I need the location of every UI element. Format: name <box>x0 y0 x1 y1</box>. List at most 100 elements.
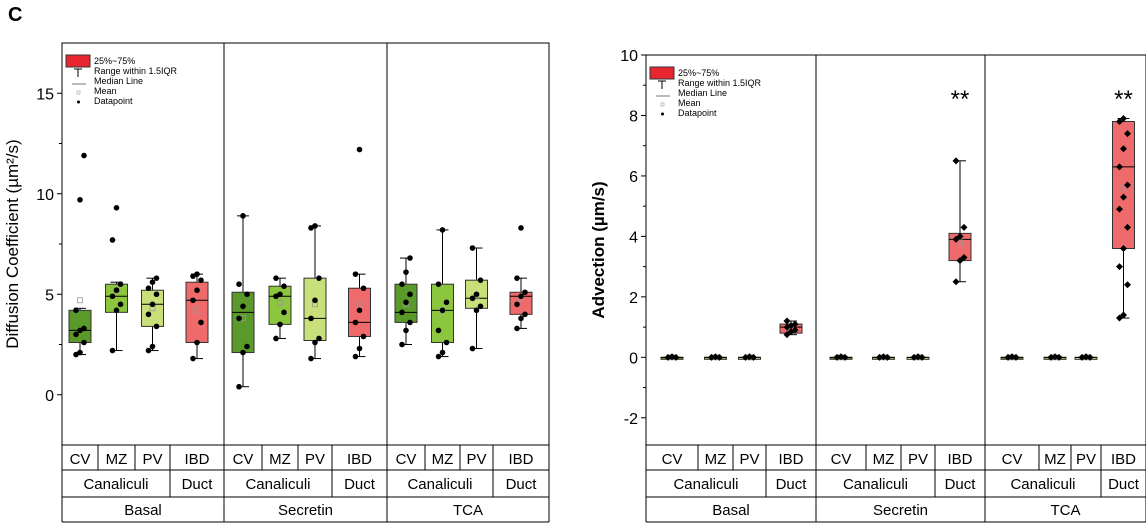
data-point <box>1124 223 1131 231</box>
data-point <box>403 299 409 306</box>
subgroup-label: Duct <box>506 476 538 493</box>
legend-box-swatch <box>65 54 91 68</box>
group-label: TCA <box>453 502 483 519</box>
data-point <box>783 317 791 325</box>
data-point <box>198 319 204 326</box>
group-label: Basal <box>712 502 750 519</box>
box-iqr <box>68 309 92 343</box>
data-point <box>77 196 83 203</box>
data-point <box>273 335 279 342</box>
data-point <box>236 281 242 288</box>
data-point <box>153 323 160 330</box>
category-label: PV <box>1076 451 1096 468</box>
data-point <box>407 291 413 298</box>
y-tick-label: 8 <box>629 108 638 125</box>
data-point <box>1120 145 1127 153</box>
data-point <box>960 223 968 231</box>
legend-label: 25%~75% <box>678 68 719 78</box>
category-label: IBD <box>508 451 533 468</box>
data-point <box>952 157 960 165</box>
data-point <box>1124 181 1131 189</box>
subgroup-label: Duct <box>1108 476 1140 493</box>
data-point <box>1120 193 1127 201</box>
category-label: CV <box>662 451 683 468</box>
category-label: MZ <box>269 451 291 468</box>
data-point <box>1086 353 1094 361</box>
data-point <box>352 319 359 326</box>
data-point <box>109 347 116 354</box>
data-point <box>352 353 359 360</box>
data-point <box>750 353 757 361</box>
data-point <box>716 353 723 361</box>
data-point <box>439 307 446 314</box>
mean-marker <box>1120 185 1127 191</box>
significance-marker: ** <box>951 86 970 113</box>
y-axis-label: Diffusion Coefficient (µm²/s) <box>3 139 22 348</box>
data-point <box>273 275 279 281</box>
data-point <box>308 315 314 322</box>
legend-point-swatch <box>77 100 80 104</box>
data-point <box>956 257 964 265</box>
data-point <box>145 311 152 318</box>
category-label: MZ <box>432 451 454 468</box>
data-point <box>399 309 405 316</box>
data-point <box>198 277 204 283</box>
y-tick-label: -2 <box>624 411 638 428</box>
data-point <box>113 205 120 211</box>
category-label: PV <box>142 451 162 468</box>
data-point <box>435 281 442 288</box>
category-label: MZ <box>1044 451 1066 468</box>
data-point <box>81 339 87 346</box>
data-point <box>435 327 442 334</box>
data-point <box>522 289 528 296</box>
plot-frame <box>645 54 1146 446</box>
category-label: IBD <box>778 451 803 468</box>
y-axis-label: Advection (µm/s) <box>589 181 608 318</box>
legend-label: Mean <box>94 86 117 96</box>
legend-box-swatch <box>649 66 675 80</box>
box-iqr <box>1112 121 1135 249</box>
data-point <box>518 225 524 231</box>
plot-frame <box>61 42 550 446</box>
data-point <box>960 254 968 262</box>
data-point <box>1055 353 1063 361</box>
data-point <box>1124 130 1131 138</box>
data-point <box>244 291 250 298</box>
data-point <box>113 287 120 294</box>
data-point <box>113 307 120 314</box>
data-point <box>236 315 242 322</box>
data-point <box>240 349 246 356</box>
y-tick-label: 0 <box>629 350 638 367</box>
data-point <box>81 152 87 159</box>
data-point <box>109 293 116 300</box>
category-label: CV <box>233 451 254 468</box>
data-point <box>791 326 799 334</box>
data-point <box>514 275 520 281</box>
data-point <box>153 275 160 281</box>
data-point <box>145 347 152 354</box>
data-point <box>952 235 960 243</box>
data-point <box>399 281 405 288</box>
y-tick-label: 6 <box>629 169 638 186</box>
data-point <box>316 335 322 342</box>
subgroup-label: Canaliculi <box>245 476 310 493</box>
data-point <box>145 285 152 292</box>
category-label: CV <box>396 451 417 468</box>
category-label: IBD <box>184 451 209 468</box>
box-iqr <box>509 291 533 315</box>
data-point <box>277 321 283 328</box>
data-point <box>672 353 680 361</box>
y-tick-label: 10 <box>36 187 54 204</box>
category-label: CV <box>831 451 852 468</box>
data-point <box>1116 314 1123 322</box>
data-point <box>443 299 450 306</box>
data-point <box>281 283 287 290</box>
legend-label: Median Line <box>94 76 143 86</box>
category-label: MZ <box>705 451 727 468</box>
data-point <box>73 331 79 338</box>
data-point <box>469 345 476 352</box>
data-point <box>1116 163 1123 171</box>
data-point <box>1120 244 1127 252</box>
data-point <box>316 275 322 281</box>
